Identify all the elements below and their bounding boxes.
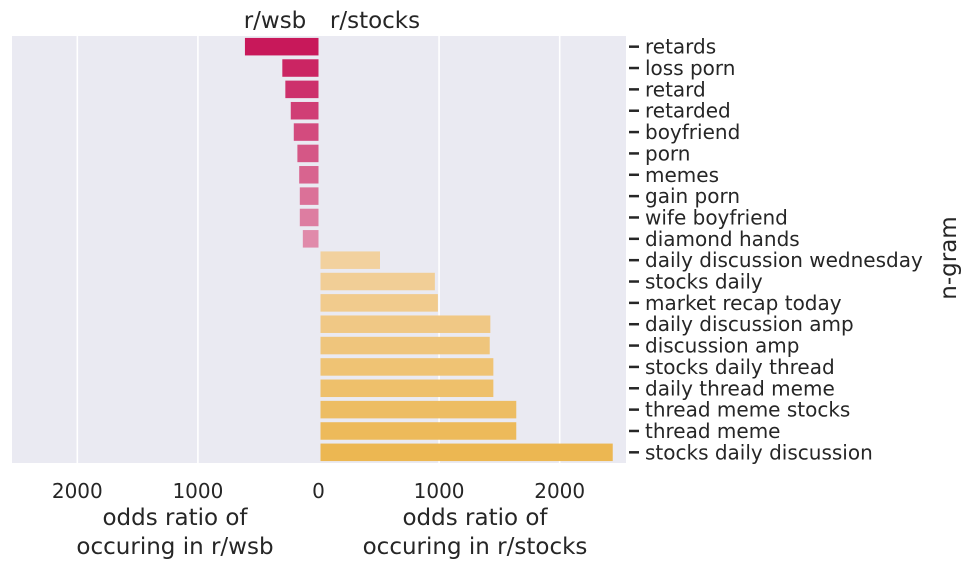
- y-tick-label: stocks daily discussion: [645, 440, 873, 464]
- title-right: r/stocks: [330, 8, 420, 34]
- x-tick-label: 2000: [534, 479, 585, 503]
- x-tick-label: 1000: [414, 479, 465, 503]
- bar-wsb-5: [297, 144, 319, 163]
- y-tick-label: stocks daily thread: [645, 355, 835, 379]
- bar-stocks-16: [320, 379, 494, 398]
- x-axis-label-right: occuring in r/stocks: [363, 534, 588, 560]
- x-tick-label: 1000: [172, 479, 223, 503]
- y-tick-label: wife boyfriend: [645, 205, 788, 229]
- y-tick-label: retarded: [645, 99, 731, 123]
- bar-wsb-8: [299, 208, 319, 227]
- bar-stocks-17: [320, 400, 517, 419]
- y-tick-label: memes: [645, 163, 719, 187]
- bar-wsb-2: [285, 80, 319, 99]
- y-tick-label: boyfriend: [645, 120, 740, 144]
- x-tick-label: 2000: [52, 479, 103, 503]
- bars-layer: [244, 37, 613, 462]
- x-axis-label-left: occuring in r/wsb: [76, 534, 273, 560]
- y-tick-label: discussion amp: [645, 334, 799, 358]
- bar-stocks-15: [320, 358, 494, 376]
- bar-stocks-10: [320, 251, 380, 269]
- bar-wsb-9: [302, 230, 319, 248]
- y-tick-label: gain porn: [645, 184, 740, 208]
- ticks-layer: [629, 45, 639, 454]
- y-tick-label: daily thread meme: [645, 376, 835, 400]
- y-axis-label: n-gram: [936, 216, 962, 299]
- x-tick-label: 0: [312, 479, 325, 503]
- bar-wsb-7: [299, 187, 319, 205]
- y-tick-label: daily discussion wednesday: [645, 248, 923, 272]
- bar-stocks-12: [320, 294, 438, 312]
- y-tick-label: loss porn: [645, 56, 735, 80]
- y-tick-label: thread meme: [645, 419, 781, 443]
- plot-background: [12, 36, 626, 463]
- y-tick-label: retard: [645, 77, 706, 101]
- bar-stocks-13: [320, 315, 491, 333]
- y-tick-label: retards: [645, 35, 716, 59]
- bar-stocks-18: [320, 422, 517, 440]
- bar-wsb-3: [290, 101, 319, 120]
- y-tick-label: thread meme stocks: [645, 398, 850, 422]
- x-axis-label-left: odds ratio of: [102, 505, 248, 531]
- bar-stocks-14: [320, 336, 490, 355]
- y-tick-label: diamond hands: [645, 227, 800, 251]
- y-tick-label: porn: [645, 141, 690, 165]
- y-tick-label: daily discussion amp: [645, 312, 854, 336]
- title-left: r/wsb: [244, 8, 307, 34]
- bar-stocks-19: [320, 443, 613, 462]
- axes-layer: [12, 36, 626, 463]
- y-tick-label: market recap today: [645, 291, 842, 315]
- bar-wsb-4: [293, 123, 319, 141]
- bar-stocks-11: [320, 272, 435, 291]
- bar-wsb-6: [299, 166, 319, 184]
- x-axis-label-right: odds ratio of: [402, 505, 548, 531]
- y-tick-label: stocks daily: [645, 270, 763, 294]
- bar-wsb-1: [282, 59, 319, 77]
- bar-wsb-0: [244, 37, 319, 56]
